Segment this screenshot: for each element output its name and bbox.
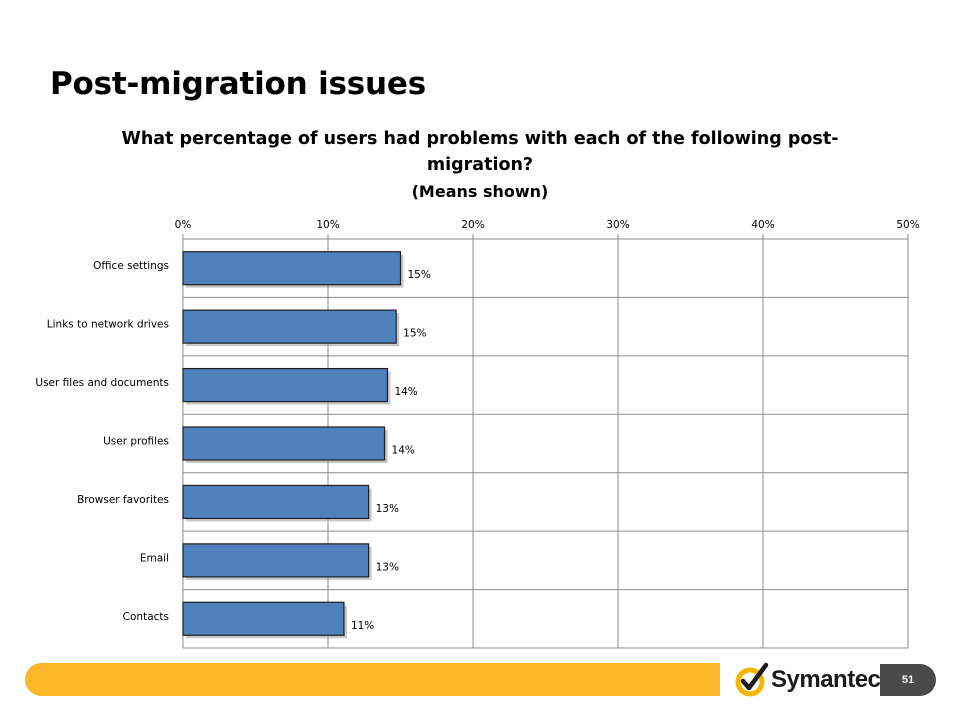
- bar: [182, 484, 370, 520]
- x-tick-label: 30%: [606, 219, 629, 231]
- page-number: 51: [880, 664, 936, 696]
- bar: [182, 367, 389, 403]
- category-label: Browser favorites: [77, 494, 169, 506]
- category-label: Office settings: [93, 260, 169, 272]
- slide-title: Post-migration issues: [50, 66, 426, 102]
- symantec-logo: Symantec .: [735, 662, 881, 698]
- logo-trademark: .: [859, 682, 861, 689]
- category-label: User files and documents: [35, 377, 169, 389]
- x-tick-label: 10%: [316, 219, 339, 231]
- x-tick-label: 50%: [896, 219, 919, 231]
- bar: [182, 251, 402, 286]
- category-label: Links to network drives: [47, 319, 169, 331]
- checkmark-logo-icon: [735, 662, 769, 697]
- bar: [182, 309, 397, 344]
- data-label: 15%: [403, 328, 426, 340]
- x-tick-label: 20%: [461, 219, 484, 231]
- x-tick-label: 0%: [175, 219, 192, 231]
- x-tick-label: 40%: [751, 219, 774, 231]
- data-label: 15%: [408, 269, 431, 281]
- footer-bar: [25, 663, 720, 696]
- bar: [182, 543, 370, 578]
- bar: [182, 601, 345, 636]
- chart-title: What percentage of users had problems wi…: [121, 129, 839, 175]
- data-label: 11%: [351, 620, 374, 632]
- data-label: 13%: [376, 561, 399, 573]
- logo-wordmark: Symantec: [771, 666, 881, 693]
- data-label: 14%: [394, 386, 417, 398]
- chart-subtitle: (Means shown): [411, 182, 549, 201]
- bar-chart: 0% 10% 20% 30% 40% 50% Office settings 15% Links…: [35, 219, 920, 649]
- category-label: User profiles: [103, 436, 169, 448]
- data-label: 14%: [392, 445, 415, 457]
- category-label: Email: [140, 552, 169, 564]
- category-label: Contacts: [123, 611, 169, 623]
- data-label: 13%: [376, 503, 399, 515]
- bar: [182, 426, 386, 461]
